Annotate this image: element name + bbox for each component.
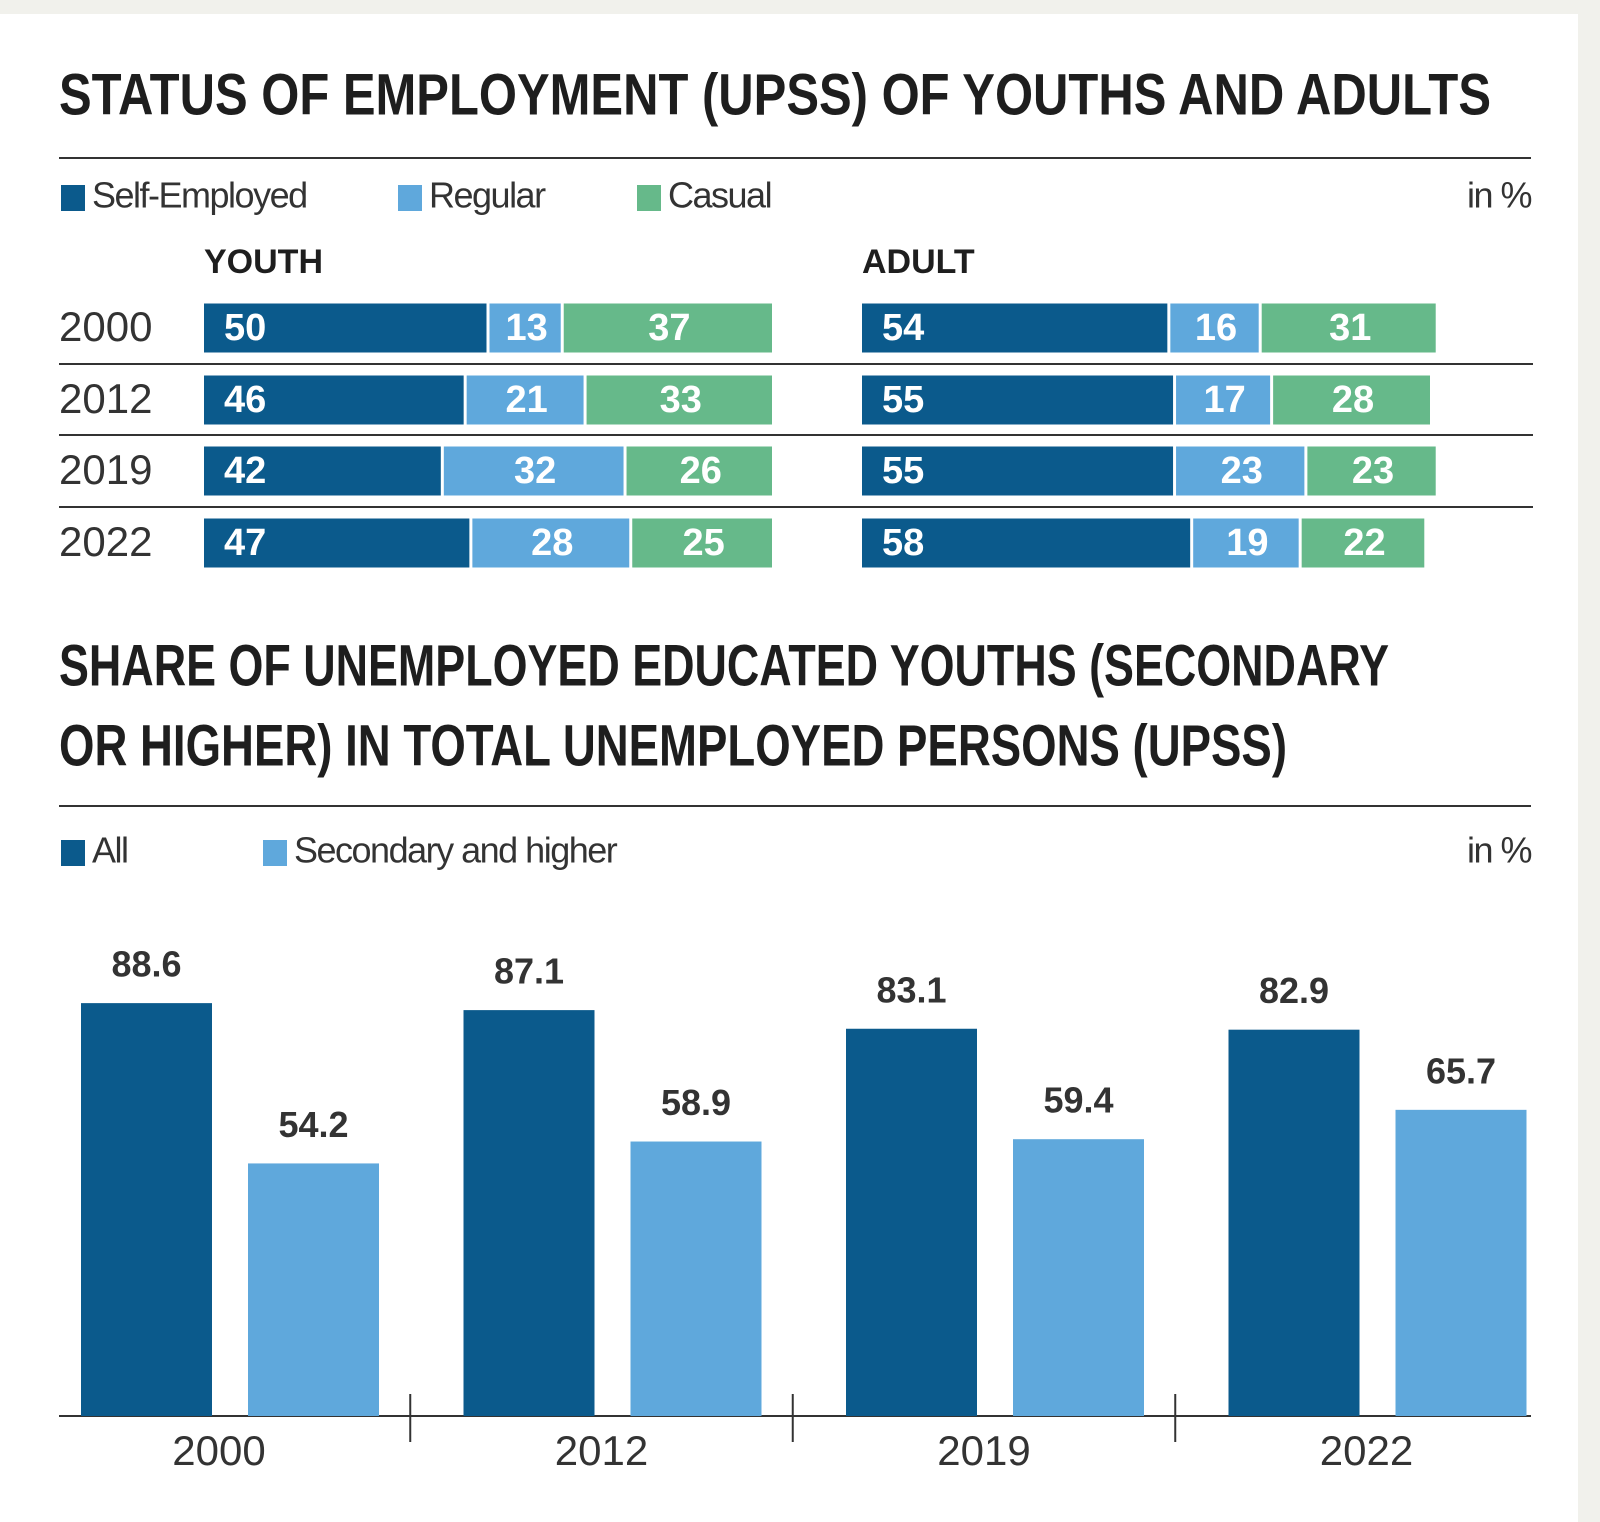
legend-swatch [637, 185, 661, 211]
value-label: 23 [1221, 450, 1263, 492]
value-label: 65.7 [1426, 1050, 1496, 1091]
chart-title: OR HIGHER) IN TOTAL UNEMPLOYED PERSONS (… [59, 713, 1287, 778]
value-label: 28 [1332, 379, 1374, 421]
legend-swatch [398, 185, 422, 211]
bar-segment [1261, 303, 1436, 353]
value-label: 26 [680, 450, 722, 492]
bar [463, 1010, 595, 1416]
value-label: 87.1 [494, 951, 564, 992]
bar-segment [1273, 375, 1430, 425]
value-label: 17 [1203, 379, 1245, 421]
value-label: 22 [1343, 522, 1385, 564]
bar-segment [586, 375, 772, 425]
chart-title: STATUS OF EMPLOYMENT (UPSS) OF YOUTHS AN… [59, 62, 1491, 127]
x-tick-label: 2000 [172, 1427, 265, 1474]
value-label: 28 [531, 522, 573, 564]
bar-segment [1176, 375, 1271, 425]
bar-segment [1176, 446, 1305, 496]
bar-segment [862, 375, 1174, 425]
bar [248, 1163, 379, 1416]
bar-segment [489, 303, 561, 353]
bar-segment [1307, 446, 1436, 496]
bar-segment [466, 375, 584, 425]
legend-swatch [61, 185, 85, 211]
chart-title: SHARE OF UNEMPLOYED EDUCATED YOUTHS (SEC… [59, 633, 1389, 698]
bar-segment [204, 446, 441, 496]
bar-segment [563, 303, 772, 353]
value-label: 50 [224, 307, 266, 349]
panel-title: YOUTH [204, 243, 323, 281]
value-label: 32 [514, 450, 556, 492]
bar-segment [626, 446, 772, 496]
value-label: 25 [682, 522, 724, 564]
value-label: 42 [224, 450, 266, 492]
bar-segment [862, 518, 1191, 568]
value-label: 19 [1226, 522, 1268, 564]
bar-segment [632, 518, 772, 568]
value-label: 82.9 [1259, 970, 1329, 1011]
legend-swatch [263, 840, 287, 866]
value-label: 46 [224, 379, 266, 421]
bar-segment [862, 303, 1168, 353]
legend-label: Self-Employed [92, 175, 307, 216]
legend-label: Casual [668, 175, 771, 216]
legend-label: All [92, 830, 128, 871]
value-label: 21 [505, 379, 547, 421]
bar-segment [204, 518, 470, 568]
bar-segment [1301, 518, 1425, 568]
bar-segment [1193, 518, 1299, 568]
legend-label: Regular [429, 175, 546, 216]
value-label: 55 [882, 450, 924, 492]
value-label: 31 [1329, 307, 1371, 349]
value-label: 58.9 [661, 1082, 731, 1123]
legend-label: Secondary and higher [294, 830, 618, 871]
y-tick-label: 2019 [59, 446, 152, 493]
unit-note: in % [1467, 175, 1532, 216]
y-tick-label: 2000 [59, 303, 152, 350]
bar [1395, 1109, 1527, 1416]
bar [1228, 1029, 1360, 1416]
x-tick-label: 2012 [555, 1427, 648, 1474]
bar-segment [204, 375, 464, 425]
value-label: 59.4 [1043, 1080, 1113, 1121]
x-tick-label: 2019 [937, 1427, 1030, 1474]
value-label: 33 [660, 379, 702, 421]
bar-segment [443, 446, 624, 496]
value-label: 83.1 [876, 969, 946, 1010]
x-tick-label: 2022 [1320, 1427, 1413, 1474]
y-tick-label: 2012 [59, 375, 152, 422]
unit-note: in % [1467, 830, 1532, 871]
bar [630, 1141, 762, 1416]
bar-segment [1170, 303, 1259, 353]
bar-segment [204, 303, 487, 353]
value-label: 58 [882, 522, 924, 564]
bar [846, 1028, 977, 1416]
value-label: 16 [1195, 307, 1237, 349]
value-label: 47 [224, 522, 266, 564]
panel-title: ADULT [862, 243, 975, 281]
bar-segment [862, 446, 1174, 496]
bar-segment [472, 518, 630, 568]
value-label: 54 [882, 307, 924, 349]
bar [1013, 1139, 1144, 1416]
value-label: 55 [882, 379, 924, 421]
value-label: 37 [648, 307, 690, 349]
y-tick-label: 2022 [59, 518, 152, 565]
legend-swatch [61, 840, 85, 866]
bar [81, 1003, 212, 1416]
value-label: 54.2 [278, 1104, 348, 1145]
value-label: 88.6 [111, 944, 181, 985]
value-label: 23 [1352, 450, 1394, 492]
value-label: 13 [505, 307, 547, 349]
